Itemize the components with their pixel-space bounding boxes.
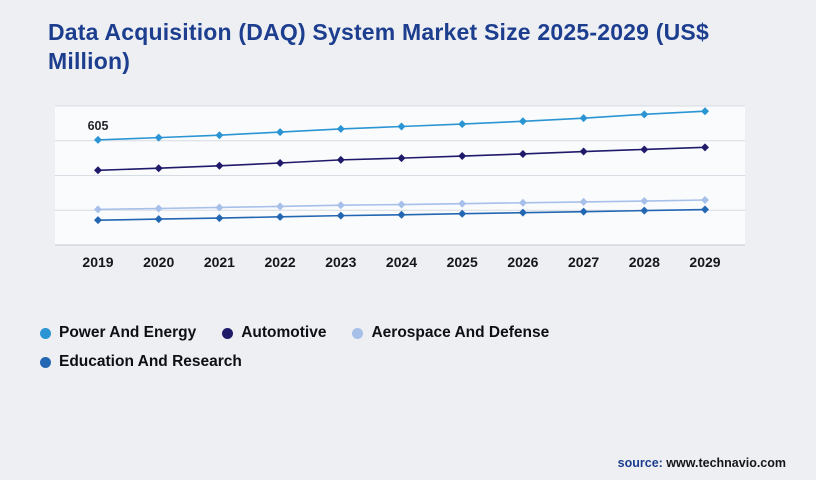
legend-item-aerospace-and-defense: Aerospace And Defense [352, 322, 549, 344]
legend-item-power-and-energy: Power And Energy [40, 322, 196, 344]
x-axis-tick-label: 2028 [629, 254, 660, 270]
chart-title: Data Acquisition (DAQ) System Market Siz… [48, 19, 709, 75]
chart-legend: Power And Energy Automotive Aerospace And … [40, 322, 630, 373]
legend-item-education-and-research: Education And Research [40, 351, 242, 373]
data-point-marker [276, 158, 285, 167]
data-point-marker [579, 197, 588, 206]
data-point-marker [458, 120, 467, 129]
data-point-marker [215, 214, 224, 223]
data-label: 605 [88, 119, 109, 133]
data-point-marker [215, 203, 224, 212]
data-point-marker [701, 205, 709, 214]
line-chart: 605 2019 2020 2021 2022 2023 2024 2025 2026 2027 2… [55, 105, 745, 270]
data-point-marker [276, 212, 285, 221]
data-point-marker [458, 209, 467, 218]
data-point-marker [518, 198, 527, 207]
data-point-marker [701, 107, 709, 116]
x-axis-tick-label: 2020 [143, 254, 174, 270]
x-axis-tick-label: 2027 [568, 254, 599, 270]
legend-label: Education And Research [59, 353, 242, 370]
legend-item-automotive: Automotive [222, 322, 326, 344]
x-axis-tick-label: 2025 [447, 254, 478, 270]
data-point-marker [276, 128, 285, 137]
data-point-marker [579, 114, 588, 123]
data-point-marker [518, 149, 527, 158]
data-point-marker [154, 164, 163, 173]
source-attribution: source: www.technavio.com [618, 456, 786, 470]
x-axis-tick-label: 2026 [507, 254, 538, 270]
data-point-marker [397, 122, 406, 131]
data-point-marker [518, 117, 527, 126]
x-axis-tick-label: 2021 [204, 254, 235, 270]
data-point-marker [94, 205, 102, 214]
data-point-marker [701, 143, 709, 152]
data-point-marker [154, 133, 163, 142]
data-point-marker [397, 154, 406, 163]
data-point-marker [640, 206, 649, 215]
data-point-marker [336, 124, 345, 133]
data-point-marker [215, 131, 224, 140]
x-axis-tick-label: 2024 [386, 254, 417, 270]
data-point-marker [336, 211, 345, 220]
data-point-marker [518, 208, 527, 217]
data-point-marker [215, 161, 224, 170]
x-axis-tick-label: 2022 [265, 254, 296, 270]
data-point-marker [701, 195, 709, 204]
data-point-marker [640, 145, 649, 154]
data-point-marker [640, 110, 649, 119]
data-point-marker [336, 155, 345, 164]
x-axis-tick-label: 2023 [325, 254, 356, 270]
x-axis-tick-label: 2029 [689, 254, 720, 270]
source-label: source: [617, 456, 663, 470]
data-point-marker [640, 197, 649, 206]
legend-marker-icon [222, 327, 234, 339]
legend-label: Aerospace And Defense [371, 324, 550, 341]
data-point-marker [154, 204, 163, 213]
source-value: www.technavio.com [666, 456, 786, 470]
legend-label: Automotive [241, 324, 327, 341]
data-point-marker [397, 210, 406, 219]
data-point-marker [94, 166, 102, 175]
legend-marker-icon [352, 327, 364, 339]
legend-marker-icon [40, 327, 51, 339]
data-point-marker [154, 215, 163, 224]
data-point-marker [579, 207, 588, 216]
data-point-marker [276, 202, 285, 211]
legend-label: Power And Energy [59, 324, 197, 341]
data-point-marker [94, 216, 102, 225]
legend-marker-icon [40, 356, 51, 368]
data-point-marker [336, 201, 345, 210]
x-axis-tick-label: 2019 [82, 254, 113, 270]
data-point-marker [94, 135, 102, 144]
data-point-marker [458, 199, 467, 208]
data-point-marker [397, 200, 406, 209]
data-point-marker [458, 152, 467, 161]
data-point-marker [579, 147, 588, 156]
